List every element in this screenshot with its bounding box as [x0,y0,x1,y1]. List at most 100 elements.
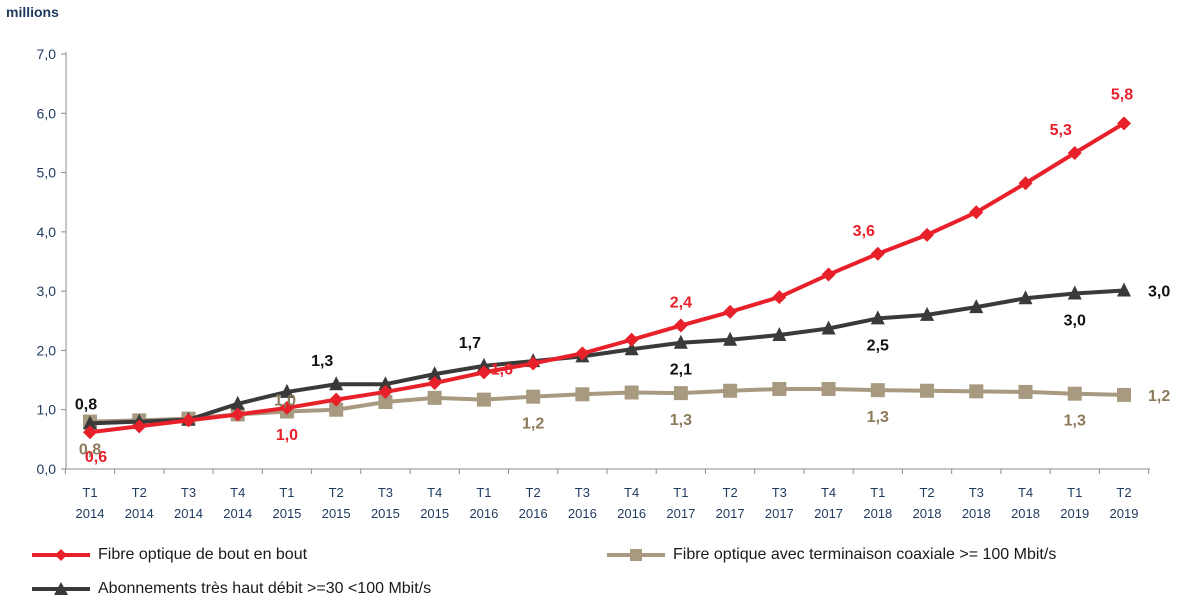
x-tick-label-quarter: T3 [378,485,393,500]
x-tick-label-quarter: T2 [132,485,147,500]
x-tick-label-year: 2014 [125,506,154,521]
data-point-diamond [378,384,393,399]
y-tick-label: 3,0 [37,283,57,299]
x-tick-label-year: 2014 [76,506,105,521]
data-point-diamond [870,246,885,261]
legend-label: Fibre optique avec terminaison coaxiale … [673,546,1057,563]
x-tick-label-year: 2015 [371,506,400,521]
data-point-square [329,402,344,417]
x-tick-label-year: 2017 [666,506,695,521]
data-point-diamond [83,425,97,440]
y-tick-label: 5,0 [37,165,57,181]
data-point-diamond [920,227,935,242]
data-point-square [920,383,935,398]
x-tick-label-year: 2015 [420,506,449,521]
data-label: 1,0 [274,392,296,409]
data-label: 3,0 [1148,284,1170,301]
data-point-square [427,390,442,405]
data-point-triangle [378,376,393,391]
data-point-square [476,392,491,407]
data-point-triangle [969,299,984,314]
data-point-diamond [575,346,590,361]
x-tick-label-year: 2017 [814,506,843,521]
x-tick-label-quarter: T1 [1067,485,1082,500]
x-tick-label-quarter: T4 [1018,485,1033,500]
data-point-diamond [476,365,491,380]
x-tick-label-quarter: T4 [821,485,836,500]
x-tick-label-year: 2017 [765,506,794,521]
data-label: 1,6 [491,361,513,378]
x-tick-label-quarter: T2 [919,485,934,500]
x-tick-label-year: 2016 [469,506,498,521]
series-line [89,386,1125,424]
data-point-square [870,383,885,398]
data-point-triangle [476,357,491,372]
data-point-triangle [427,366,442,381]
data-label: 2,5 [867,337,889,354]
data-point-triangle [920,306,935,321]
x-tick-label-year: 2018 [913,506,942,521]
data-point-square [723,383,738,398]
data-point-square [1117,387,1131,402]
data-point-diamond [526,356,541,371]
y-tick-label: 7,0 [37,46,57,62]
data-point-triangle [279,383,294,398]
x-tick-label-quarter: T1 [476,485,491,500]
data-point-diamond [329,392,344,407]
data-point-triangle [821,320,836,335]
data-label: 5,3 [1050,122,1072,139]
legend-marker-triangle [32,582,90,595]
data-label: 2,4 [670,295,692,312]
data-point-triangle [624,341,639,356]
data-point-square [969,384,984,399]
y-tick-label: 6,0 [37,105,57,121]
legend-item-fibre-bout-en-bout: Fibre optique de bout en bout [30,546,307,564]
x-tick-label-quarter: T2 [526,485,541,500]
x-tick-label-quarter: T4 [427,485,442,500]
data-point-triangle [1067,285,1082,300]
data-point-square [1067,386,1082,401]
data-label: 1,3 [670,412,692,429]
data-point-diamond [181,413,196,428]
legend-label: Fibre optique de bout en bout [98,546,308,563]
data-point-diamond [723,304,738,319]
data-point-square [673,386,688,401]
data-point-square [821,381,836,396]
legend-marker-diamond [32,549,90,561]
data-label: 5,8 [1111,86,1133,103]
legend-marker-square [607,549,665,561]
legend-item-fibre-coaxiale: Fibre optique avec terminaison coaxiale … [605,546,1056,564]
y-tick-label: 4,0 [37,224,57,240]
x-tick-label-quarter: T3 [575,485,590,500]
data-label: 2,1 [670,362,692,379]
x-tick-label-quarter: T2 [329,485,344,500]
data-point-diamond [772,290,787,305]
data-point-diamond [821,267,836,282]
data-label: 0,8 [75,396,97,413]
data-label: 1,7 [459,335,481,352]
x-tick-label-quarter: T3 [181,485,196,500]
x-tick-label-year: 2014 [174,506,203,521]
data-point-diamond [230,407,245,422]
y-unit-label: millions [6,4,59,20]
data-point-square [526,389,541,404]
x-tick-label-year: 2017 [716,506,745,521]
x-tick-label-quarter: T1 [279,485,294,500]
data-point-diamond [132,419,147,434]
y-tick-label: 0,0 [37,461,57,477]
data-label: 1,2 [522,416,544,433]
data-point-triangle [673,334,688,349]
data-point-diamond [673,318,688,333]
data-point-triangle [870,310,885,325]
data-point-diamond [279,400,294,415]
x-tick-label-quarter: T3 [772,485,787,500]
x-tick-label-year: 2016 [568,506,597,521]
x-tick-label-year: 2019 [1110,506,1139,521]
data-point-diamond [1067,146,1082,161]
x-tick-label-year: 2019 [1060,506,1089,521]
legend-label: Abonnements très haut débit >=30 <100 Mb… [98,580,432,597]
data-point-square [1018,384,1033,399]
x-tick-label-quarter: T4 [230,485,245,500]
data-point-triangle [772,327,787,342]
